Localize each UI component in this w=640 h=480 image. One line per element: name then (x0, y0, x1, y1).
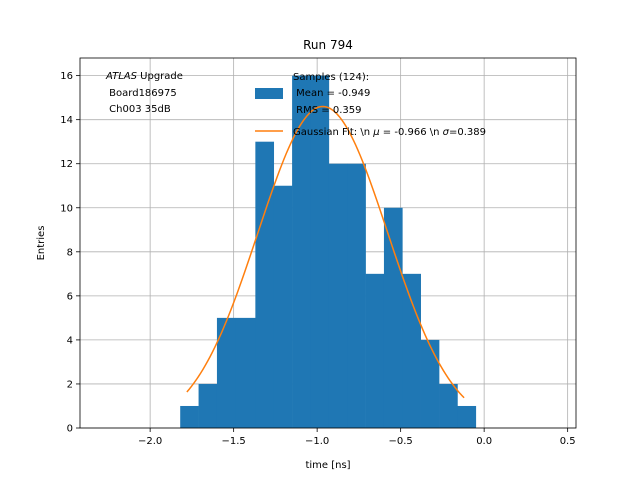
x-tick-label: 0.5 (560, 436, 576, 447)
y-tick-label: 6 (67, 291, 73, 302)
histogram-bar (198, 383, 218, 428)
y-tick-label: 14 (60, 115, 73, 126)
y-tick-label: 10 (60, 203, 73, 214)
x-axis-label: time [ns] (305, 460, 350, 471)
legend-fit-prefix: Gaussian Fit: \n (293, 127, 373, 138)
histogram-bar (292, 75, 311, 428)
histogram-bar (328, 163, 348, 428)
x-tick-label: −0.5 (388, 436, 412, 447)
legend-hist-line-2: Mean = -0.949 (293, 88, 370, 99)
gaussian-fit-line (186, 105, 465, 399)
legend-hist-line-3: RMS = 0.359 (293, 105, 361, 116)
gaussian-fit-curve (186, 105, 465, 399)
y-tick-label: 16 (60, 71, 73, 82)
legend-fit-sigma: σ (443, 127, 450, 138)
histogram-bars (180, 75, 477, 428)
legend-fit-mu: μ (372, 127, 379, 138)
histogram-bar (310, 75, 330, 428)
histogram-bar (402, 273, 421, 428)
legend-fit-mid: = -0.966 \n (380, 127, 443, 138)
histogram-bar (216, 317, 236, 428)
y-tick-label: 4 (67, 335, 73, 346)
y-axis-label: Entries (36, 226, 47, 261)
histogram-bar (365, 273, 385, 428)
y-tick-label: 0 (67, 424, 73, 435)
legend-hist-swatch (255, 88, 283, 99)
histogram-bar (457, 405, 477, 428)
legend-fit-label: Gaussian Fit: \n μ = -0.966 \n σ=0.389 (293, 127, 486, 138)
histogram-bar (347, 163, 366, 428)
y-tick-label: 2 (67, 379, 73, 390)
histogram-bar (255, 141, 275, 428)
annotation-box: ATLAS Upgrade Board186975 Ch003 35dB (105, 71, 183, 115)
y-tick-label: 12 (60, 159, 73, 170)
histogram-bar (420, 339, 440, 428)
annotation-italic: ATLAS (105, 71, 138, 82)
x-tick-label: −1.0 (305, 436, 329, 447)
x-tick-label: −2.0 (138, 436, 162, 447)
histogram-bar (383, 207, 403, 428)
chart-title: Run 794 (303, 38, 353, 52)
legend-hist-line-1: Samples (124): (293, 72, 369, 83)
y-tick-label: 8 (67, 247, 73, 258)
legend-fit-suffix: =0.389 (449, 127, 486, 138)
annotation-line-3: Ch003 35dB (106, 104, 171, 115)
histogram-bar (235, 317, 256, 428)
histogram-bar (439, 383, 458, 428)
annotation-line-2: Board186975 (106, 88, 177, 99)
plot-frame (79, 57, 577, 429)
annotation-upgrade: Upgrade (137, 71, 183, 82)
x-tick-label: −1.5 (221, 436, 245, 447)
legend: Samples (124): Mean = -0.949 RMS = 0.359… (255, 72, 486, 138)
histogram-bar (273, 185, 293, 428)
histogram-bar (180, 405, 199, 428)
x-tick-label: 0.0 (476, 436, 492, 447)
axis-ticks: −2.0 −1.5 −1.0 −0.5 0.0 0.5 0 2 4 6 8 10 12 14 16 (60, 71, 575, 447)
annotation-line-1: ATLAS Upgrade (105, 71, 183, 82)
